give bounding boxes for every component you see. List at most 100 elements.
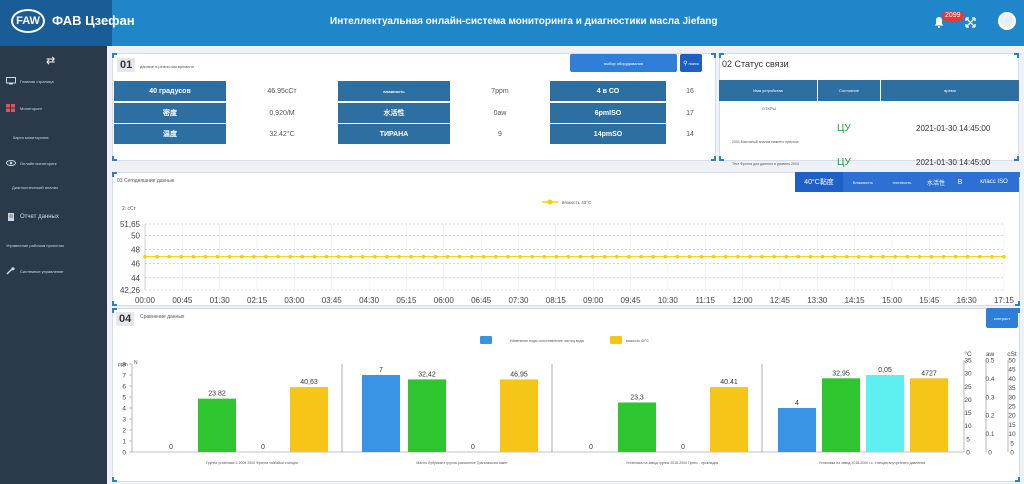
- bar: [500, 379, 538, 452]
- left-axis-label: N: [134, 360, 138, 366]
- data-point: [857, 254, 861, 259]
- menu-toggle-icon[interactable]: ⇄: [46, 55, 56, 67]
- monitor-icon: [6, 77, 16, 85]
- x-tick-label: 12:45: [770, 296, 791, 305]
- bar-value-label: 0: [589, 444, 593, 451]
- table-cell: 17: [666, 103, 714, 123]
- x-tick-label: 03:45: [322, 296, 343, 305]
- x-tick-label: 15:45: [919, 296, 940, 305]
- status-value: ЦУ: [837, 157, 851, 168]
- query-button-label: поиск: [688, 60, 699, 66]
- status-row-name: Тест Фронта для данного в уровень 2004: [732, 162, 799, 166]
- sidebar-item-home[interactable]: Главная страница: [6, 74, 104, 88]
- sidebar: ⇄ Главная страница Мониторинг Карта мони…: [0, 46, 107, 484]
- right-tick-label: 10: [1008, 431, 1016, 438]
- data-point: [239, 254, 244, 259]
- data-point: [167, 254, 171, 259]
- right-tick-label: 0: [1010, 450, 1014, 457]
- bar-value-label: 46,95: [510, 371, 528, 378]
- right-tick-label: 0.2: [985, 413, 994, 420]
- data-point: [227, 254, 232, 259]
- status-header: Состояние: [817, 80, 881, 101]
- tab-moisture[interactable]: Влажность: [843, 172, 883, 192]
- data-point: [288, 254, 292, 259]
- right-tick-label: 5: [1010, 440, 1014, 447]
- x-tick-label: 16:30: [957, 296, 978, 305]
- left-tick-label: 6: [122, 384, 126, 391]
- avatar[interactable]: [998, 12, 1016, 30]
- sidebar-item-label: Онлайн мониторинг: [20, 160, 57, 166]
- contrast-button[interactable]: контраст: [986, 308, 1018, 328]
- table-cell: 40 градусов: [114, 81, 226, 101]
- right-tick-label: 15: [964, 410, 972, 417]
- data-point: [385, 254, 389, 259]
- sidebar-item-system[interactable]: Системное управление: [6, 264, 104, 278]
- tab-iso-class[interactable]: класс ISO: [969, 172, 1019, 192]
- sidebar-item-map[interactable]: Карта мониторинга: [6, 130, 104, 144]
- document-icon: [8, 213, 14, 221]
- bell-icon[interactable]: [933, 16, 945, 28]
- query-button[interactable]: ⚲ поиск: [680, 54, 702, 72]
- sidebar-item-diagnostics[interactable]: Диагностический анализ: [6, 180, 104, 194]
- bar: [866, 375, 904, 452]
- right-tick-label: 30: [1008, 394, 1016, 401]
- data-point: [760, 254, 764, 259]
- data-point: [627, 254, 631, 259]
- sidebar-item-online[interactable]: Онлайн мониторинг: [6, 156, 104, 170]
- bar-value-label: 40.41: [720, 379, 738, 386]
- x-tick-label: 00:45: [172, 296, 193, 305]
- sidebar-item-reports[interactable]: Отчет данных: [6, 210, 104, 224]
- group-caption: Группа установка 2-2004 2000 Фронта тайб…: [206, 461, 298, 465]
- table-cell: 水活性: [338, 103, 450, 123]
- tab-water-activity[interactable]: 水活性: [921, 172, 951, 192]
- status-value: ЦУ: [837, 123, 851, 134]
- data-point: [336, 254, 341, 259]
- left-tick-label: 5: [122, 395, 126, 402]
- equipment-select[interactable]: выбор оборудования: [570, 54, 677, 72]
- tab-viscosity[interactable]: 40°C黏度: [795, 172, 843, 192]
- status-time: 2021-01-30 14:45:00: [916, 158, 991, 167]
- top-bar: FAW ФАВ Цзефан Интеллектуальная онлайн-с…: [0, 0, 1024, 46]
- fullscreen-icon[interactable]: [965, 17, 976, 28]
- data-point: [905, 254, 910, 259]
- data-point: [578, 254, 583, 259]
- data-point: [542, 254, 547, 259]
- sidebar-item-label: Главная страница: [20, 78, 54, 84]
- x-tick-label: 07:30: [508, 296, 529, 305]
- data-point: [978, 254, 982, 259]
- table-cell: 密度: [114, 103, 226, 123]
- comparison-bar-chart: Изменение воды сопоставление частиц воды…: [118, 336, 1017, 465]
- data-point: [869, 254, 873, 259]
- right-tick-label: 0.3: [985, 394, 994, 401]
- bar: [290, 387, 328, 452]
- table-cell: 7ppm: [450, 81, 550, 101]
- data-point: [481, 254, 486, 259]
- data-point: [748, 254, 752, 259]
- data-point: [953, 254, 958, 259]
- data-point: [312, 254, 317, 259]
- x-tick-label: 00:00: [135, 296, 156, 305]
- logo[interactable]: FAW ФАВ Цзефан: [0, 0, 135, 46]
- data-point: [300, 254, 305, 259]
- bar-value-label: 23.82: [208, 391, 226, 398]
- sidebar-item-projects[interactable]: Управление рабочим проектом: [6, 238, 104, 252]
- sidebar-item-label: Системное управление: [20, 268, 64, 274]
- tab-b[interactable]: B: [951, 172, 969, 192]
- table-cell: 14pmSO: [550, 124, 666, 144]
- right-tick-label: 0: [988, 450, 992, 457]
- x-tick-label: 03:00: [284, 296, 305, 305]
- search-icon: ⚲: [683, 60, 688, 67]
- left-tick-label: 2: [122, 428, 126, 435]
- bar-value-label: 0: [471, 444, 475, 451]
- tab-density[interactable]: плотность: [883, 172, 921, 192]
- sidebar-item-monitoring[interactable]: Мониторинг: [6, 101, 104, 115]
- bar-value-label: 32,95: [832, 370, 850, 377]
- bar: [822, 378, 860, 452]
- left-tick-label: 1: [122, 439, 126, 446]
- bar: [710, 387, 748, 452]
- sidebar-item-label: Отчет данных: [20, 214, 59, 220]
- x-tick-label: 09:45: [621, 296, 642, 305]
- right-tick-label: 35: [964, 358, 972, 365]
- group-caption: Установка на завод группа 2018-2000 Прес…: [626, 461, 718, 465]
- data-point: [917, 254, 922, 259]
